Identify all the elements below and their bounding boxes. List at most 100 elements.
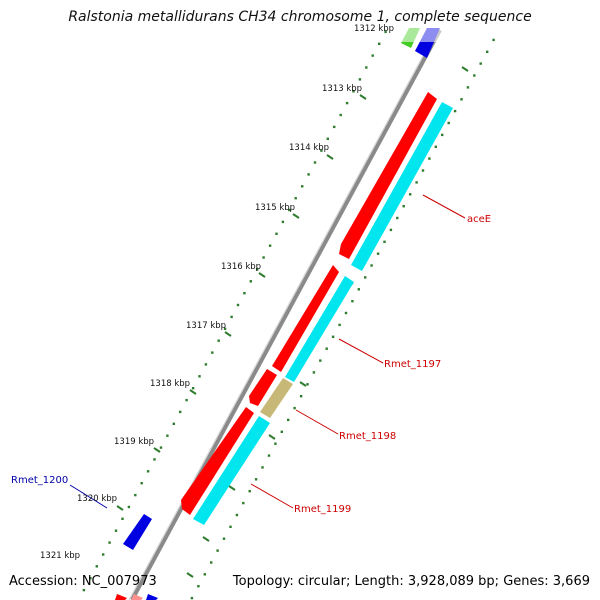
tick-dot [211,351,214,354]
tick-dot [114,529,118,532]
gene-label-acee[interactable]: aceE [467,214,491,225]
gene-bottom-red[interactable] [115,594,127,600]
tick-dot [473,74,476,77]
tick-dot [108,541,111,544]
chromosome-backbone-highlight [128,29,438,600]
tick-dot [358,78,362,81]
tick-dot [486,50,489,53]
tick-dot [190,596,194,600]
tick-dot [256,268,259,271]
tick-dot [339,113,342,117]
gene-acee-forward[interactable] [339,92,437,259]
chromosome-backbone [130,29,442,600]
tick-dot [378,42,381,45]
tick-dot [243,292,246,295]
tick-dot [254,478,258,481]
tick-dot [89,577,92,580]
kbp-tick [359,94,367,100]
top-faint-panel [396,28,492,42]
tick-label: 1318 kbp [150,379,190,389]
tick-dot [357,288,360,291]
kbp-tick [258,272,266,278]
inner-kbp-tick [299,381,307,387]
tick-dot [222,537,226,540]
topology-text: Topology: circular [232,574,346,589]
gene-rmet-1197-forward[interactable] [272,265,339,372]
tick-label: 1312 kbp [354,24,394,34]
tick-dot [197,585,200,588]
inner-kbp-tick [186,572,194,578]
gene-acee-cyan[interactable] [351,102,453,271]
tick-label: 1317 kbp [186,321,226,331]
gene-rmet-1199-forward[interactable] [181,407,254,515]
tick-dot [307,173,310,176]
tick-dot [384,30,387,34]
tick-dot [365,66,368,69]
tick-dot [492,38,495,42]
tick-dot [333,125,336,129]
tick-labels: 1312 kbp 1313 kbp 1314 kbp 1315 kbp 1316… [40,24,394,561]
gene-rmet-1197-cyan[interactable] [285,276,354,382]
tick-dot [287,418,290,422]
tick-dot [294,197,297,200]
tick-dot [383,240,386,243]
map-title: Ralstonia metallidurans CH34 chromosome … [68,9,532,25]
tick-dot [95,565,98,568]
gene-label-rmet-1197[interactable]: Rmet_1197 [384,359,441,370]
tick-dot [248,490,251,493]
tick-dot [249,280,252,283]
leader-rmet-1199 [250,483,294,509]
tick-label: 1316 kbp [221,262,261,272]
tick-dot [370,264,373,267]
tick-dot [172,422,175,425]
tick-dot [216,549,219,552]
tick-dot [338,323,341,327]
inner-kbp-tick [228,485,236,491]
gene-label-rmet-1198[interactable]: Rmet_1198 [339,431,396,442]
tick-dot [121,517,124,520]
tick-dot [191,387,195,390]
kbp-tick [189,389,197,395]
gene-label-rmet-1200[interactable]: Rmet_1200 [11,475,68,486]
sequence-stats: Topology: circular; Length: 3,928,089 bp… [232,574,590,589]
tick-label: 1315 kbp [255,203,295,213]
tick-dot [280,430,283,433]
tick-dot [102,553,105,556]
tick-dot [159,446,163,449]
inner-kbp-tick [461,66,469,72]
gene-label-rmet-1199[interactable]: Rmet_1199 [294,504,351,515]
inner-kbp-tick [268,434,276,440]
tick-label: 1313 kbp [322,84,362,94]
tick-dot [127,505,131,509]
tick-dot [236,303,240,307]
gene-rmet-1199-cyan[interactable] [193,416,270,525]
tick-dot [396,216,399,220]
tick-dot [409,193,412,196]
tick-dot [460,98,463,101]
tick-dot [235,513,239,517]
inner-kbp-tick [202,536,210,542]
gene-rmet-1198-khaki[interactable] [260,378,293,418]
tick-dot [344,311,348,315]
leader-acee [422,194,466,219]
tick-dot [261,466,264,469]
gene-bottom-blue[interactable] [146,594,158,600]
tick-dot [140,482,143,485]
tick-dot [223,327,227,330]
kbp-tick [326,154,334,160]
gene-bottom-pink[interactable] [131,594,143,600]
tick-dot [306,383,309,386]
tick-dot [453,109,457,113]
tick-dot [203,573,206,576]
gene-rmet-1198-forward[interactable] [249,369,277,406]
tick-dot [262,256,265,259]
tick-dot [376,252,380,255]
tick-dot [313,161,317,164]
length-text: Length: 3,928,089 bp [354,574,495,589]
tick-dot [293,406,296,410]
kbp-tick [116,505,124,511]
tick-dot [312,371,316,374]
gene-rmet-1200[interactable] [123,514,152,550]
tick-dot [371,54,374,57]
